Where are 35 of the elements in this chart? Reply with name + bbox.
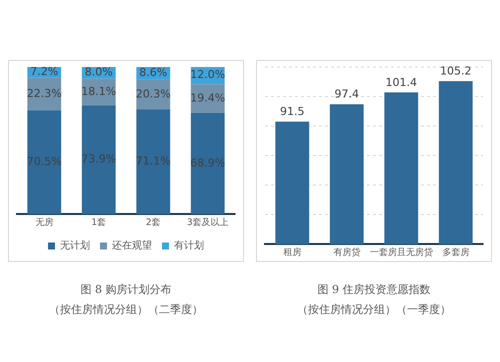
data-label: 8.0% bbox=[84, 66, 113, 79]
data-label: 7.2% bbox=[30, 65, 58, 78]
data-label: 70.5% bbox=[26, 155, 62, 168]
bar bbox=[136, 110, 170, 214]
data-label: 91.5 bbox=[280, 104, 304, 118]
data-label: 19.4% bbox=[190, 91, 226, 104]
x-tick-label: 1套 bbox=[91, 216, 106, 228]
text: 图 8 购房计划分布 bbox=[80, 282, 172, 298]
bar bbox=[27, 110, 62, 214]
x-tick-label: 2套 bbox=[146, 216, 161, 228]
text: 图 9 住房投资意愿指数 bbox=[316, 282, 432, 298]
x-tick-label: 租房 bbox=[283, 246, 302, 258]
data-label: 73.9% bbox=[81, 152, 116, 166]
x-tick-label: 无房 bbox=[35, 216, 54, 228]
data-label: 71.1% bbox=[136, 154, 171, 168]
data-label: 101.4 bbox=[386, 76, 417, 89]
x-tick-label: 多套房 bbox=[442, 246, 470, 258]
text: （按住房情况分组）（一季度） bbox=[296, 302, 452, 318]
x-tick-label: 有房贷 bbox=[333, 246, 360, 258]
bar bbox=[190, 112, 225, 214]
data-label: 18.1% bbox=[81, 84, 116, 98]
legend-label: 无计划 bbox=[60, 240, 90, 252]
data-label: 105.2 bbox=[440, 64, 472, 78]
legend-label: 还在观望 bbox=[112, 240, 152, 252]
data-label: 8.6% bbox=[139, 66, 168, 80]
x-tick-label: 3套及以上 bbox=[186, 216, 229, 228]
data-label: 12.0% bbox=[190, 68, 226, 82]
x-tick-label: 一套房且无房贷 bbox=[370, 246, 433, 258]
data-label: 20.3% bbox=[136, 87, 171, 100]
bar bbox=[82, 105, 116, 214]
data-label: 22.3% bbox=[26, 86, 62, 100]
text: （按住房情况分组）（二季度） bbox=[48, 302, 204, 318]
data-label: 68.9% bbox=[190, 156, 226, 170]
data-label: 97.4 bbox=[334, 88, 359, 101]
legend-label: 有计划 bbox=[174, 240, 204, 252]
